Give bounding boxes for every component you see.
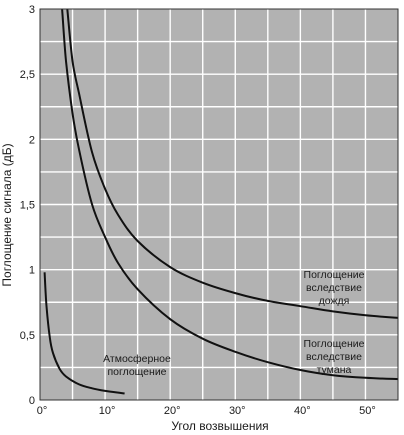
x-tick-labels: 0° 10° 20° 30° 40° 50° (37, 405, 376, 417)
annotation-line: вследствие (306, 282, 362, 294)
x-tick-label: 40° (294, 405, 311, 417)
atmospheric-attenuation-line (43, 272, 125, 395)
y-tick-labels: 0 0,5 1 1,5 2 2,5 3 (20, 4, 35, 407)
y-tick-label: 3 (29, 4, 35, 16)
x-tick-label: 30° (229, 405, 246, 417)
x-tick-label: 20° (164, 405, 181, 417)
fog-attenuation-line (61, 8, 399, 381)
annotation-line: Атмосферное (103, 353, 171, 365)
annotation-line: Поглощение (304, 338, 365, 350)
series-annotations: ПоглощениевследствиедождяПоглощениевслед… (103, 269, 364, 378)
y-tick-label: 0,5 (20, 330, 35, 342)
rain-attenuation-line (66, 8, 399, 319)
grid-lines (40, 9, 398, 400)
y-tick-label: 1,5 (20, 200, 35, 212)
annotation-line: вследствие (306, 351, 362, 363)
x-axis-title: Угол возвышения (171, 419, 268, 433)
x-tick-label: 10° (99, 405, 116, 417)
annotation-line: Поглощение (304, 269, 365, 281)
y-tick-label: 1 (29, 265, 35, 277)
x-tick-label: 50° (359, 405, 376, 417)
y-tick-label: 2 (29, 134, 35, 146)
series-lines (43, 8, 399, 395)
x-tick-label: 0° (37, 405, 48, 417)
y-tick-label: 2,5 (20, 69, 35, 81)
annotation-line: поглощение (107, 366, 166, 378)
annotation-line: дождя (319, 295, 350, 307)
annotation-line: тумана (317, 364, 352, 376)
y-tick-label: 0 (29, 395, 35, 407)
plot-frame (39, 8, 399, 401)
y-axis-title: Поглощение сигнала (дБ) (0, 143, 14, 286)
